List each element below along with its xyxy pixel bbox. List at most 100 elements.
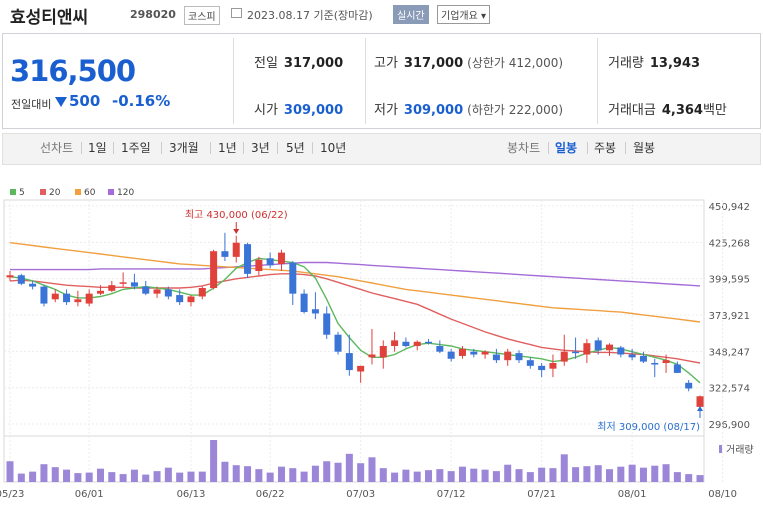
volume-bar bbox=[40, 464, 48, 482]
volume-bar bbox=[628, 464, 636, 482]
y-tick-label: 348,247 bbox=[709, 347, 750, 358]
base-date: 2023.08.17 기준(장마감) bbox=[247, 9, 373, 22]
divider bbox=[625, 142, 626, 154]
market-badge: 코스피 bbox=[184, 6, 220, 25]
day-high: 고가 317,000 (상한가 412,000) bbox=[374, 56, 564, 71]
candle-body bbox=[96, 290, 104, 294]
tab-1w[interactable]: 1주일 bbox=[121, 141, 151, 155]
legend-ma120: 120 bbox=[108, 188, 134, 198]
candle-body bbox=[391, 340, 399, 347]
x-tick-label: 07/03 bbox=[346, 489, 375, 500]
legend-ma60: 60 bbox=[75, 188, 95, 198]
volume-bar bbox=[311, 465, 319, 482]
legend-swatch bbox=[10, 189, 16, 195]
volume-bar bbox=[323, 461, 331, 482]
legend-ma5: 5 bbox=[10, 188, 25, 198]
chart-tabs bbox=[2, 133, 761, 165]
volume-bar bbox=[176, 472, 184, 482]
volume-bar bbox=[481, 469, 489, 482]
open-price: 시가 309,000 bbox=[254, 103, 344, 118]
volume-bar bbox=[673, 472, 681, 482]
candle-body bbox=[311, 309, 319, 314]
candle-body bbox=[492, 354, 500, 361]
volume-bar bbox=[594, 465, 602, 482]
volume-bar bbox=[334, 462, 342, 482]
candle-body bbox=[277, 252, 285, 264]
volume-bar bbox=[538, 467, 546, 482]
volume-bar bbox=[572, 467, 580, 482]
x-tick-label: 08/10 bbox=[708, 489, 737, 500]
volume-bar bbox=[130, 469, 138, 482]
volume-bar bbox=[29, 471, 37, 482]
divider bbox=[243, 142, 244, 154]
company-info-dropdown[interactable]: 기업개요 ▾ bbox=[437, 5, 490, 24]
tab-1y[interactable]: 1년 bbox=[218, 141, 237, 155]
trade-amount: 거래대금 4,364백만 bbox=[608, 103, 727, 118]
compare-label: 전일대비 bbox=[11, 98, 52, 111]
divider bbox=[312, 142, 313, 154]
candle-body bbox=[142, 286, 150, 294]
volume-bar bbox=[17, 473, 25, 482]
volume: 거래량 13,943 bbox=[608, 56, 701, 71]
volume-bar bbox=[368, 457, 376, 482]
legend-swatch bbox=[40, 189, 46, 195]
stock-code: 298020 bbox=[130, 8, 176, 21]
y-tick-label: 450,942 bbox=[709, 202, 750, 213]
divider bbox=[113, 142, 114, 154]
candle-body bbox=[470, 351, 478, 355]
volume-bar bbox=[379, 468, 387, 482]
candle-body bbox=[244, 244, 252, 274]
candle-chart-label: 봉차트 bbox=[507, 141, 541, 155]
volume-bar bbox=[345, 453, 353, 482]
volume-bar bbox=[436, 469, 444, 482]
candle-body bbox=[6, 275, 14, 278]
volume-bar bbox=[696, 475, 704, 482]
tab-weekly[interactable]: 주봉 bbox=[594, 141, 617, 155]
divider bbox=[597, 38, 598, 124]
tab-monthly[interactable]: 월봉 bbox=[633, 141, 656, 155]
candle-body bbox=[323, 313, 331, 335]
volume-bar bbox=[221, 461, 229, 482]
tab-daily[interactable]: 일봉 bbox=[555, 141, 578, 155]
candle-body bbox=[504, 351, 512, 361]
divider bbox=[81, 142, 82, 154]
candle-body bbox=[300, 293, 308, 313]
candle-body bbox=[549, 363, 557, 369]
candle-body bbox=[673, 364, 681, 373]
candle-body bbox=[210, 251, 218, 288]
tab-10y[interactable]: 10년 bbox=[320, 141, 347, 155]
ma120-line bbox=[10, 261, 701, 287]
volume-bar bbox=[413, 471, 421, 482]
volume-bar bbox=[51, 467, 59, 482]
candle-body bbox=[560, 351, 568, 362]
candle-body bbox=[130, 282, 138, 287]
candle-body bbox=[108, 285, 116, 291]
price-change: 500 bbox=[69, 92, 101, 110]
divider bbox=[587, 142, 588, 154]
tab-3m[interactable]: 3개월 bbox=[169, 141, 199, 155]
tab-1d[interactable]: 1일 bbox=[88, 141, 107, 155]
volume-bar bbox=[639, 467, 647, 482]
legend-ma20: 20 bbox=[40, 188, 60, 198]
candle-body bbox=[696, 396, 704, 407]
high-annotation: 최고 430,000 (06/22) bbox=[185, 209, 288, 221]
x-tick-label: 08/01 bbox=[618, 489, 647, 500]
stock-name: 효성티앤씨 bbox=[10, 8, 89, 28]
volume-bar bbox=[63, 469, 71, 482]
candle-body bbox=[232, 242, 240, 257]
candle-body bbox=[583, 343, 591, 355]
candle-body bbox=[436, 346, 444, 352]
candle-body bbox=[357, 365, 365, 372]
tab-3y[interactable]: 3년 bbox=[251, 141, 270, 155]
candle-body bbox=[402, 341, 410, 347]
realtime-button[interactable]: 실시간 bbox=[393, 5, 429, 24]
volume-bar bbox=[142, 474, 150, 482]
candle-body bbox=[515, 353, 523, 361]
candle-body bbox=[40, 286, 48, 304]
candle-body bbox=[29, 283, 37, 287]
volume-bar bbox=[289, 468, 297, 482]
tab-5y[interactable]: 5년 bbox=[286, 141, 305, 155]
candle-body bbox=[198, 287, 206, 297]
candle-body bbox=[379, 346, 387, 358]
high-arrow-head bbox=[233, 229, 240, 234]
